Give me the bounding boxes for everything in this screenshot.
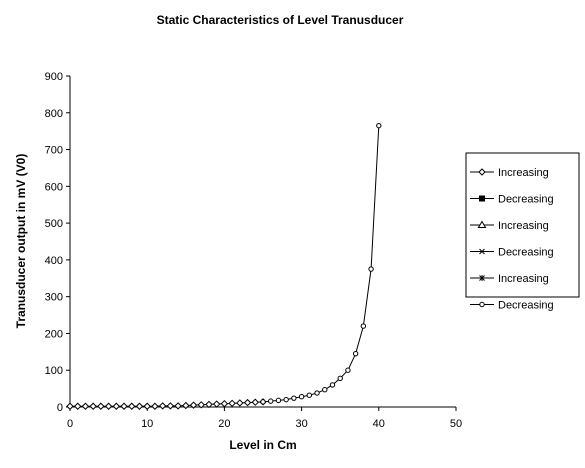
data-point — [337, 375, 343, 382]
series-0 — [66, 398, 267, 410]
x-tick-label: 50 — [450, 418, 462, 430]
data-point — [174, 402, 182, 410]
y-ticks: 0 100 200 300 400 500 600 700 800 900 — [45, 71, 70, 414]
x-tick-label: 30 — [295, 418, 307, 430]
data-point — [81, 402, 90, 410]
y-tick-label: 500 — [45, 218, 63, 230]
data-point — [345, 367, 351, 373]
data-point — [352, 350, 359, 357]
data-point — [112, 402, 121, 410]
series-5 — [260, 122, 382, 405]
legend-label: Decreasing — [498, 194, 554, 206]
data-point — [89, 402, 97, 410]
data-point — [197, 401, 205, 409]
y-tick-label: 100 — [45, 365, 63, 377]
legend-marker — [479, 301, 485, 308]
x-tick-label: 40 — [373, 418, 385, 430]
legend-marker — [479, 248, 485, 255]
legend-label: Increasing — [498, 273, 549, 285]
y-tick-label: 800 — [45, 108, 63, 120]
data-point — [251, 398, 259, 406]
data-point — [283, 396, 289, 403]
data-point — [143, 402, 151, 410]
legend-item: Decreasing — [470, 247, 554, 259]
data-point — [97, 402, 105, 410]
legend-marker — [479, 195, 485, 202]
data-point — [220, 399, 229, 408]
data-point — [322, 387, 328, 393]
legend-items: Increasing Decreasing Increasing Decreasing… — [470, 167, 554, 312]
x-tick-label: 20 — [218, 418, 230, 430]
data-point — [329, 382, 336, 388]
data-point — [298, 394, 305, 400]
data-point — [189, 401, 198, 409]
y-tick-label: 900 — [45, 71, 63, 83]
data-point — [376, 122, 382, 129]
data-point — [182, 401, 190, 410]
x-tick-label: 0 — [67, 418, 73, 430]
legend-item: Increasing — [470, 167, 549, 179]
data-point — [66, 402, 74, 410]
data-point — [158, 402, 167, 410]
data-point — [368, 266, 374, 272]
legend-label: Decreasing — [498, 300, 554, 312]
y-axis-label: Tranusducer output in mV (V0) — [14, 154, 28, 329]
data-point — [151, 402, 159, 410]
data-point — [236, 399, 244, 407]
legend-marker — [478, 168, 486, 176]
x-ticks: 0 10 20 30 40 50 — [67, 407, 462, 430]
legend-label: Increasing — [498, 167, 549, 179]
data-point — [135, 402, 144, 410]
data-point — [205, 400, 213, 409]
data-point — [120, 402, 128, 410]
x-tick-label: 10 — [141, 418, 153, 430]
data-point — [212, 400, 221, 408]
data-point — [104, 402, 113, 410]
data-point — [360, 323, 367, 329]
data-point — [166, 402, 175, 410]
legend-item: Decreasing — [470, 300, 554, 312]
data-point — [314, 390, 320, 396]
legend-item: Increasing — [470, 220, 549, 232]
data-point — [243, 398, 252, 407]
y-tick-label: 300 — [45, 292, 63, 304]
legend-item: Increasing — [470, 273, 549, 285]
y-tick-label: 600 — [45, 181, 63, 193]
data-point — [74, 402, 82, 410]
legend-label: Decreasing — [498, 247, 554, 259]
y-tick-label: 200 — [45, 328, 63, 340]
data-point — [275, 397, 282, 404]
data-point — [306, 392, 313, 398]
legend: Increasing Decreasing Increasing Decreasing… — [465, 152, 580, 312]
data-point — [128, 402, 136, 410]
data-point — [260, 399, 266, 405]
data-point — [291, 395, 297, 401]
data-point — [268, 398, 274, 404]
y-tick-label: 0 — [57, 402, 63, 414]
y-tick-label: 700 — [45, 145, 63, 157]
data-point — [228, 399, 236, 408]
legend-item: Decreasing — [470, 194, 554, 206]
y-tick-label: 400 — [45, 255, 63, 267]
legend-label: Increasing — [498, 220, 549, 232]
x-axis-label: Level in Cm — [229, 438, 296, 452]
series-line — [262, 125, 380, 403]
plot-area — [66, 122, 382, 410]
chart-title: Static Characteristics of Level Tranusdu… — [157, 13, 404, 27]
legend-marker — [477, 220, 487, 228]
legend-marker — [479, 275, 485, 281]
